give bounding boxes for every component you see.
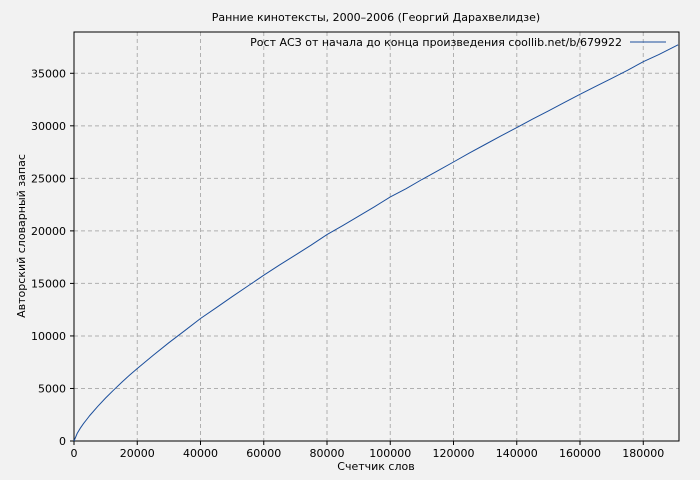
x-tick-label: 100000 xyxy=(369,447,411,460)
y-tick-label: 35000 xyxy=(31,67,66,80)
y-tick-label: 20000 xyxy=(31,225,66,238)
x-tick-label: 140000 xyxy=(496,447,538,460)
x-tick-label: 80000 xyxy=(310,447,345,460)
axis-ticks xyxy=(70,72,644,445)
y-tick-label: 5000 xyxy=(38,382,66,395)
x-tick-label: 60000 xyxy=(246,447,281,460)
plot-border xyxy=(73,31,680,442)
legend-label: Рост АСЗ от начала до конца произведения… xyxy=(250,36,622,49)
x-tick-label: 160000 xyxy=(559,447,601,460)
x-axis-label: Счетчик слов xyxy=(337,460,414,473)
legend: Рост АСЗ от начала до конца произведения… xyxy=(250,36,666,49)
tick-labels: 0 20000 40000 60000 80000 100000 120000 140000 1… xyxy=(31,67,664,460)
series-line xyxy=(73,44,679,442)
x-tick-label: 180000 xyxy=(622,447,664,460)
x-tick-label: 0 xyxy=(71,447,78,460)
y-tick-label: 0 xyxy=(59,435,66,448)
grid-lines xyxy=(74,32,679,441)
x-tick-label: 120000 xyxy=(433,447,475,460)
chart-title: Ранние кинотексты, 2000–2006 (Георгий Да… xyxy=(212,11,540,24)
y-tick-label: 30000 xyxy=(31,120,66,133)
y-axis-label: Авторский словарный запас xyxy=(15,154,28,318)
y-tick-label: 10000 xyxy=(31,330,66,343)
x-tick-label: 40000 xyxy=(183,447,218,460)
x-tick-label: 20000 xyxy=(120,447,155,460)
y-tick-label: 15000 xyxy=(31,277,66,290)
y-tick-label: 25000 xyxy=(31,172,66,185)
